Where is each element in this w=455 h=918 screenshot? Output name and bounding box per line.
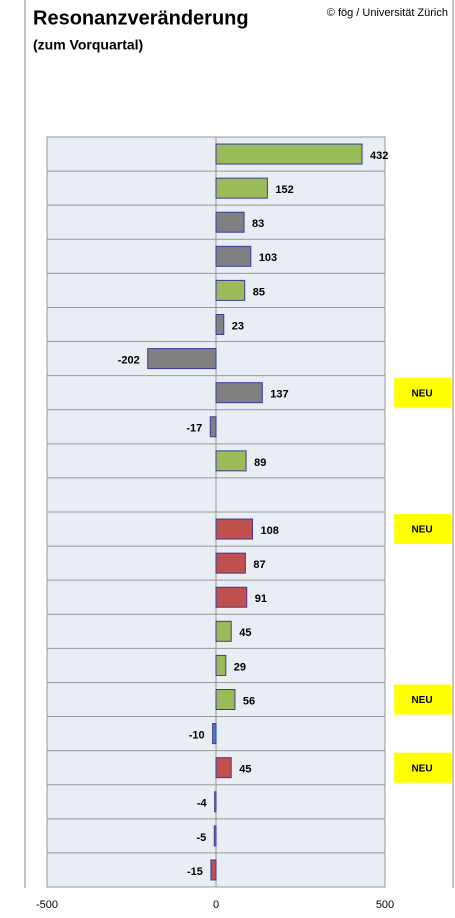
data-label: -17 xyxy=(186,423,202,435)
annotation-box xyxy=(394,514,451,545)
bar xyxy=(215,654,227,676)
data-label: -10 xyxy=(189,729,205,741)
bar xyxy=(215,620,232,642)
annotation: NEU xyxy=(411,763,432,774)
data-label: 432 xyxy=(370,150,388,162)
bar xyxy=(215,177,268,199)
chart-subtitle: (zum Vorquartal) xyxy=(33,37,143,53)
annotation: NEU xyxy=(411,695,432,706)
data-label: 83 xyxy=(252,218,264,230)
bar xyxy=(213,825,217,847)
data-label: 29 xyxy=(234,661,246,673)
chart-title: Resonanzveränderung xyxy=(33,7,249,29)
annotation-box xyxy=(394,684,451,715)
bar xyxy=(215,211,245,233)
annotation: NEU xyxy=(411,388,432,399)
data-label: 152 xyxy=(275,184,293,196)
bar xyxy=(215,245,252,267)
credit: © fög / Universität Zürich xyxy=(327,7,448,19)
data-label: -5 xyxy=(197,832,207,844)
data-label: 89 xyxy=(254,457,266,469)
data-label: -15 xyxy=(187,866,203,878)
bar xyxy=(215,143,363,165)
data-label: -202 xyxy=(118,354,140,366)
bar xyxy=(215,450,247,472)
data-label: 45 xyxy=(239,627,251,639)
bar xyxy=(215,279,246,301)
x-tick-label: 0 xyxy=(213,899,219,911)
data-label: 23 xyxy=(232,320,244,332)
bar xyxy=(209,416,217,438)
bar xyxy=(215,382,263,404)
data-label: 91 xyxy=(255,593,267,605)
data-label: 87 xyxy=(253,559,265,571)
data-label: 103 xyxy=(259,252,277,264)
bar xyxy=(147,348,217,370)
bar xyxy=(212,723,217,745)
bar xyxy=(215,518,254,540)
data-label: -4 xyxy=(197,798,208,810)
bar xyxy=(215,552,246,574)
data-label: 85 xyxy=(253,286,265,298)
data-label: 108 xyxy=(261,525,279,537)
annotation-box xyxy=(394,752,451,783)
x-tick-label: -500 xyxy=(36,899,58,911)
bar xyxy=(215,689,236,710)
data-label: 137 xyxy=(270,389,288,401)
bar xyxy=(214,791,217,813)
data-label: 56 xyxy=(243,695,255,707)
annotation: NEU xyxy=(411,525,432,536)
bar xyxy=(210,859,217,881)
bar xyxy=(215,757,232,779)
data-label: 45 xyxy=(239,764,251,776)
bar xyxy=(215,586,248,608)
bar xyxy=(215,314,225,335)
x-tick-label: 500 xyxy=(376,899,394,911)
annotation-box xyxy=(394,377,451,408)
